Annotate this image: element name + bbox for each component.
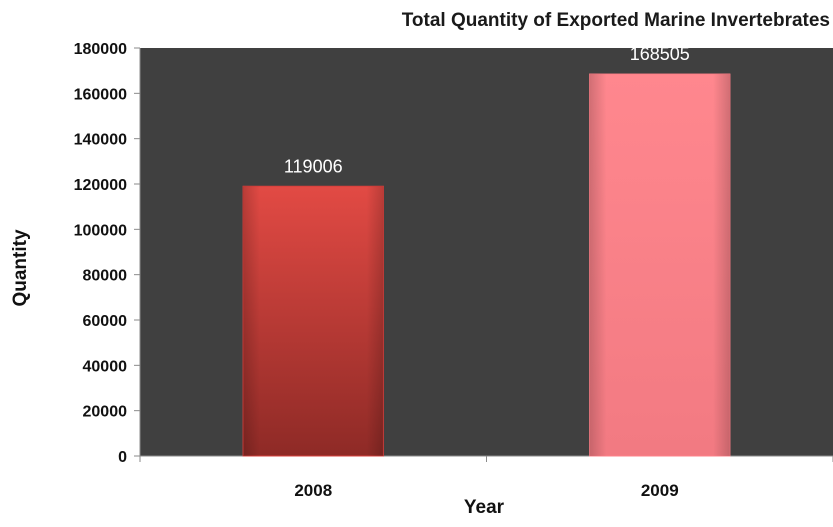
y-tick-label: 160000 (74, 86, 127, 103)
y-tick-label: 0 (118, 449, 127, 466)
y-tick-label: 140000 (74, 132, 127, 149)
x-axis: 2008 2009 (139, 455, 833, 500)
y-tick-label: 180000 (74, 41, 127, 58)
x-tick-label: 2008 (294, 481, 332, 500)
y-axis: 0 20000 40000 60000 80000 100000 120000 140000 1… (74, 41, 141, 466)
x-tick-label: 2009 (641, 481, 679, 500)
y-tick-label: 20000 (83, 404, 128, 421)
data-labels: 119006 168505 (284, 44, 690, 176)
data-label-2009: 168505 (630, 44, 690, 64)
chart-title: Total Quantity of Exported Marine Invert… (402, 10, 830, 31)
y-axis-label: Quantity (10, 229, 31, 306)
x-axis-label: Year (464, 497, 505, 518)
data-label-2008: 119006 (284, 156, 343, 176)
y-tick-label: 40000 (83, 358, 128, 375)
bar-2009 (589, 73, 731, 457)
bar-2008 (242, 185, 384, 457)
y-tick-label: 100000 (74, 222, 127, 239)
y-tick-label: 120000 (74, 177, 127, 194)
y-tick-label: 60000 (83, 313, 128, 330)
y-tick-label: 80000 (83, 268, 128, 285)
